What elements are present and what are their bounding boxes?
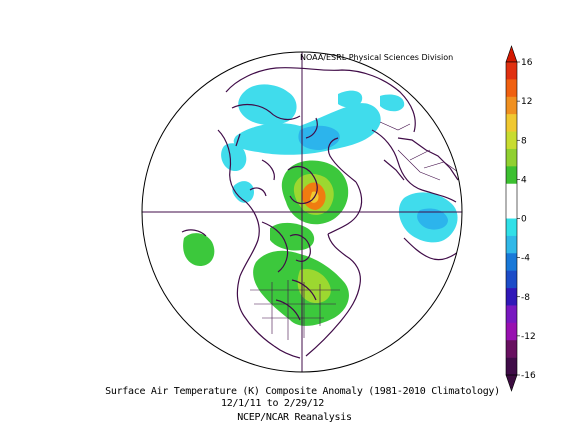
colorbar-tick-label: 16 xyxy=(521,58,533,68)
credit-label: NOAA/ESRL Physical Sciences Division xyxy=(300,53,454,62)
cool-anomaly-eurasia xyxy=(221,143,247,172)
colorbar-segment xyxy=(506,253,517,271)
colorbar-segment xyxy=(506,96,517,115)
colorbar-tick-label: 12 xyxy=(521,97,532,107)
cool-anomaly-west xyxy=(232,181,254,203)
colorbar-tick-label: -12 xyxy=(521,332,536,342)
colorbar: 16 12 8 4 0 -4 -8 -12 -16 xyxy=(505,45,536,392)
caption-title: Surface Air Temperature (K) Composite An… xyxy=(105,386,500,397)
caption-dates: 12/1/11 to 2/29/12 xyxy=(221,398,324,409)
warm-anomaly-pacific xyxy=(183,233,215,266)
colorbar-segment xyxy=(506,288,517,306)
warm-anomaly-central-north xyxy=(270,222,315,251)
colorbar-tick-label: -8 xyxy=(521,293,530,303)
colorbar-segment xyxy=(506,201,517,219)
borders xyxy=(250,121,459,340)
cool-anomaly-north xyxy=(338,90,363,108)
map-disk-outline xyxy=(141,51,463,373)
cool-anomaly-northeast xyxy=(380,94,405,112)
colorbar-segment xyxy=(506,340,517,358)
colorbar-segment xyxy=(506,79,517,98)
colorbar-tick-label: 0 xyxy=(521,215,527,225)
colorbar-arrow-top xyxy=(505,45,518,63)
anomaly-field xyxy=(183,84,458,326)
colorbar-segment xyxy=(506,183,517,202)
colorbar-segment xyxy=(506,270,517,289)
colorbar-tick-label: -16 xyxy=(521,371,536,381)
coastlines xyxy=(181,67,459,359)
colorbar-segment xyxy=(506,166,517,185)
cool-anomaly-siberia xyxy=(238,84,297,126)
colorbar-segment xyxy=(506,357,517,376)
colorbar-segment xyxy=(506,235,517,254)
caption-source: NCEP/NCAR Reanalysis xyxy=(237,412,352,423)
colorbar-segment xyxy=(506,218,517,237)
colorbar-tick-label: 4 xyxy=(521,175,527,185)
colorbar-tick-label: -4 xyxy=(521,254,530,264)
colorbar-segment xyxy=(506,305,517,324)
colorbar-segment xyxy=(506,114,517,132)
colorbar-segment xyxy=(506,62,517,80)
colorbar-segment xyxy=(506,131,517,150)
cool-anomaly-greenland-core xyxy=(417,208,448,230)
colorbar-segment xyxy=(506,148,517,167)
colorbar-segment xyxy=(506,322,517,341)
colorbar-tick-label: 8 xyxy=(521,136,527,146)
warm-anomaly-north-america-inner xyxy=(297,268,331,304)
